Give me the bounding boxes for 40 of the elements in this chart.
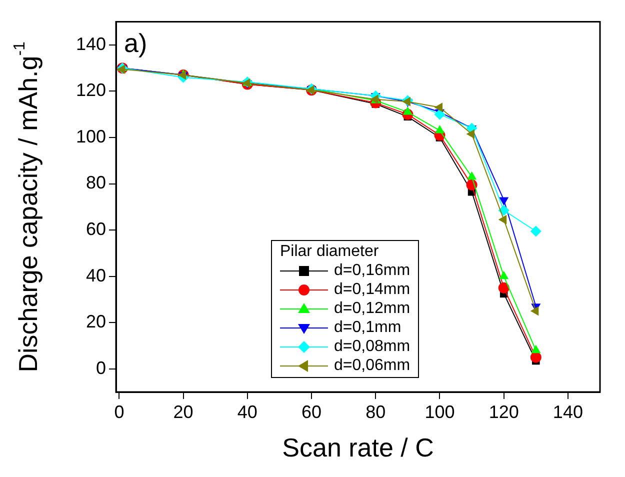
- x-tick-label: 100: [424, 402, 455, 422]
- point: [531, 344, 541, 354]
- x-tick-label: 120: [488, 402, 519, 422]
- legend-label: d=0,08mm: [334, 337, 410, 356]
- y-tick-label: 80: [86, 172, 106, 193]
- point: [530, 352, 542, 363]
- point: [499, 270, 509, 280]
- y-tick-label: 20: [86, 312, 106, 332]
- y-tick-label: 40: [86, 265, 106, 286]
- legend-label: d=0,14mm: [334, 280, 410, 299]
- annotation: a): [124, 28, 148, 58]
- point: [498, 204, 510, 216]
- legend-label: d=0,06mm: [334, 356, 410, 375]
- y-tick-label: 100: [76, 126, 106, 146]
- point: [434, 125, 444, 134]
- x-tick-label: 20: [173, 402, 194, 422]
- point: [466, 129, 475, 139]
- legend-label: d=0,12mm: [334, 299, 410, 318]
- point: [434, 102, 442, 112]
- point: [467, 171, 477, 180]
- x-axis-title: Scan rate / C: [282, 432, 434, 463]
- x-tick-label: 80: [366, 402, 386, 422]
- point: [498, 214, 507, 224]
- x-tick-label: 40: [237, 402, 258, 422]
- x-tick-label: 60: [302, 402, 322, 422]
- point: [466, 179, 478, 190]
- y-tick-label: 120: [76, 80, 106, 100]
- legend-label: d=0,1mm: [334, 318, 402, 337]
- x-tick-label: 140: [552, 402, 583, 422]
- y-tick-label: 60: [86, 219, 106, 240]
- y-tick-label: 0: [96, 358, 106, 378]
- legend-label: d=0,16mm: [334, 261, 410, 280]
- point: [402, 106, 412, 115]
- y-tick-label: 140: [76, 34, 106, 54]
- point: [530, 306, 539, 316]
- point: [498, 282, 510, 294]
- x-tick-label: 0: [114, 402, 124, 422]
- legend-title: Pilar diameter: [280, 242, 380, 261]
- y-axis-title: Discharge capacity / mAh.g-1: [11, 41, 44, 372]
- point: [530, 226, 542, 237]
